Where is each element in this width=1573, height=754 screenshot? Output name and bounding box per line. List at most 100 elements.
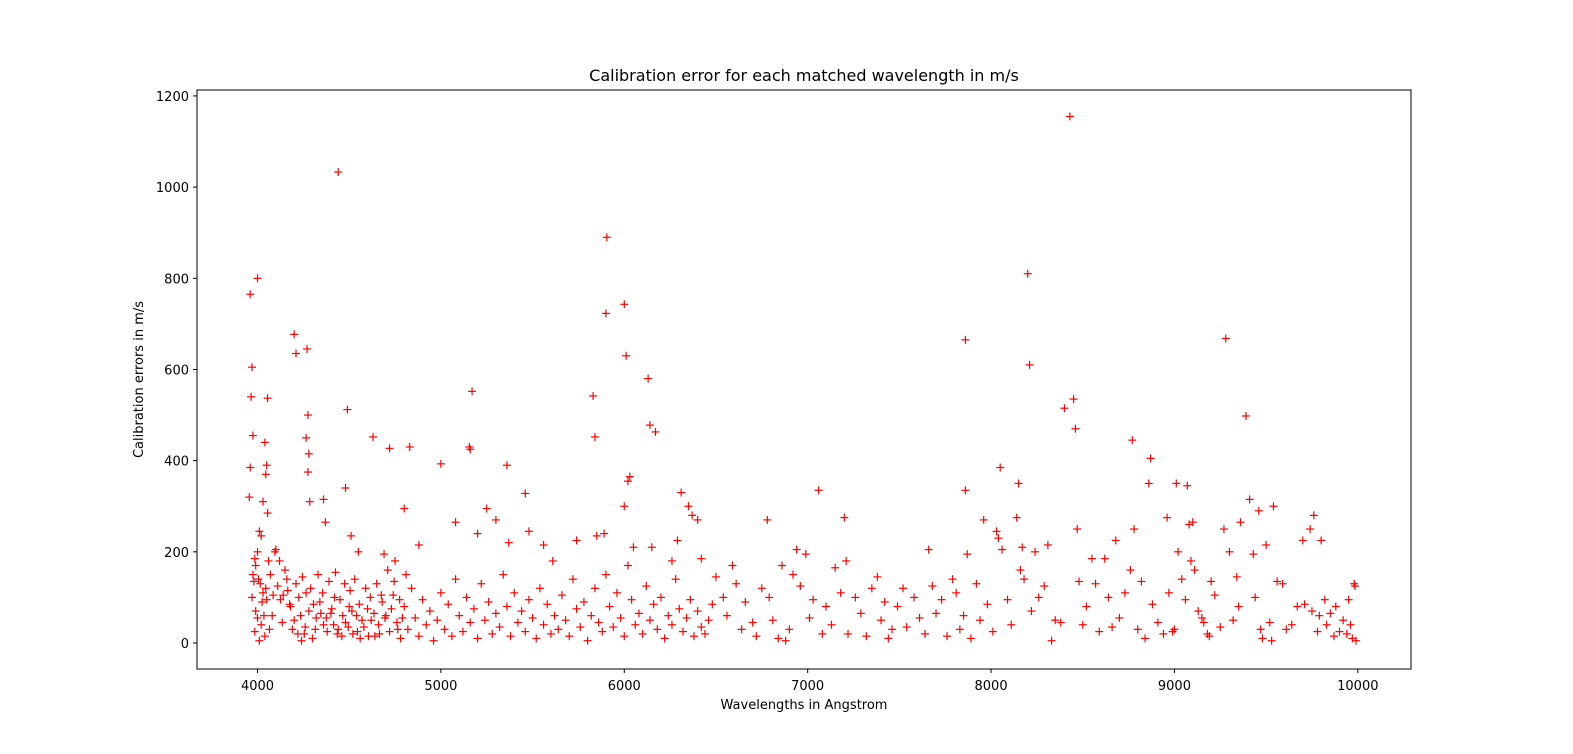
data-point [269, 591, 278, 600]
data-point [275, 556, 284, 565]
data-point [400, 602, 409, 611]
data-point [506, 632, 515, 641]
data-point [455, 611, 464, 620]
data-point [393, 625, 402, 634]
data-point [358, 616, 367, 625]
data-point [1234, 602, 1243, 611]
data-point [548, 556, 557, 565]
data-point [955, 625, 964, 634]
data-point [369, 609, 378, 618]
data-point [292, 349, 301, 358]
data-point [1020, 575, 1029, 584]
data-point [1144, 479, 1153, 488]
data-point [390, 577, 399, 586]
data-point [300, 629, 309, 638]
data-point [1273, 577, 1282, 586]
data-point [1190, 566, 1199, 575]
data-point [836, 588, 845, 597]
data-point [976, 616, 985, 625]
data-point [502, 602, 511, 611]
data-point [1027, 607, 1036, 616]
data-point [259, 611, 268, 620]
data-point [589, 391, 598, 400]
data-point [1075, 577, 1084, 586]
data-point [785, 625, 794, 634]
data-point [389, 591, 398, 600]
data-point [245, 493, 254, 502]
data-point [598, 627, 607, 636]
data-point [1172, 479, 1181, 488]
data-point [609, 623, 618, 632]
data-point [1133, 625, 1142, 634]
data-point [260, 632, 269, 641]
data-point [400, 504, 409, 513]
data-point [414, 632, 423, 641]
y-tick-label: 400 [164, 455, 189, 470]
data-point [888, 625, 897, 634]
data-point [303, 468, 312, 477]
data-point [827, 620, 836, 629]
data-point [959, 611, 968, 620]
data-point [301, 623, 310, 632]
data-point [425, 607, 434, 616]
data-point [344, 623, 353, 632]
data-point [491, 609, 500, 618]
data-point [253, 274, 262, 283]
data-point [380, 550, 389, 559]
data-point [629, 543, 638, 552]
data-point [631, 620, 640, 629]
data-point [309, 600, 318, 609]
data-point [257, 620, 266, 629]
data-point [1060, 404, 1069, 413]
data-point [862, 632, 871, 641]
data-point [331, 568, 340, 577]
data-point [391, 556, 400, 565]
data-point [1087, 554, 1096, 563]
ticks-layer: 4000 5000 6000 7000 8000 9000 10000 0 200 400 600 8… [156, 90, 1379, 694]
data-point [369, 432, 378, 441]
data-point [355, 600, 364, 609]
data-point [1251, 593, 1260, 602]
data-point [1023, 269, 1032, 278]
data-point [623, 477, 632, 486]
data-point [728, 561, 737, 570]
data-point [1065, 112, 1074, 121]
data-point [840, 513, 849, 522]
data-point [256, 579, 265, 588]
data-point [554, 625, 563, 634]
data-point [1012, 513, 1021, 522]
data-point [777, 561, 786, 570]
data-point [250, 554, 259, 563]
data-point [316, 609, 325, 618]
data-point [1186, 556, 1195, 565]
data-point [1245, 495, 1254, 504]
data-point [1267, 636, 1276, 645]
data-point [781, 636, 790, 645]
data-point [673, 536, 682, 545]
data-point [480, 616, 489, 625]
data-point [844, 629, 853, 638]
data-point [697, 623, 706, 632]
data-point [403, 625, 412, 634]
data-point [557, 591, 566, 600]
data-point [768, 616, 777, 625]
data-point [341, 484, 350, 493]
data-point [719, 593, 728, 602]
data-point [1278, 579, 1287, 588]
data-point [1170, 625, 1179, 634]
data-point [473, 634, 482, 643]
data-point [546, 629, 555, 638]
data-point [684, 502, 693, 511]
data-point [1016, 566, 1025, 575]
data-point [1153, 618, 1162, 627]
data-point [1335, 627, 1344, 636]
data-point [1322, 620, 1331, 629]
data-point [952, 588, 961, 597]
data-point [1348, 634, 1357, 643]
data-point [402, 570, 411, 579]
data-point [354, 547, 363, 556]
data-point [261, 584, 270, 593]
x-axis-label: Wavelengths in Angstrom [721, 698, 888, 713]
data-point [1120, 588, 1129, 597]
y-tick-label: 800 [164, 272, 189, 287]
